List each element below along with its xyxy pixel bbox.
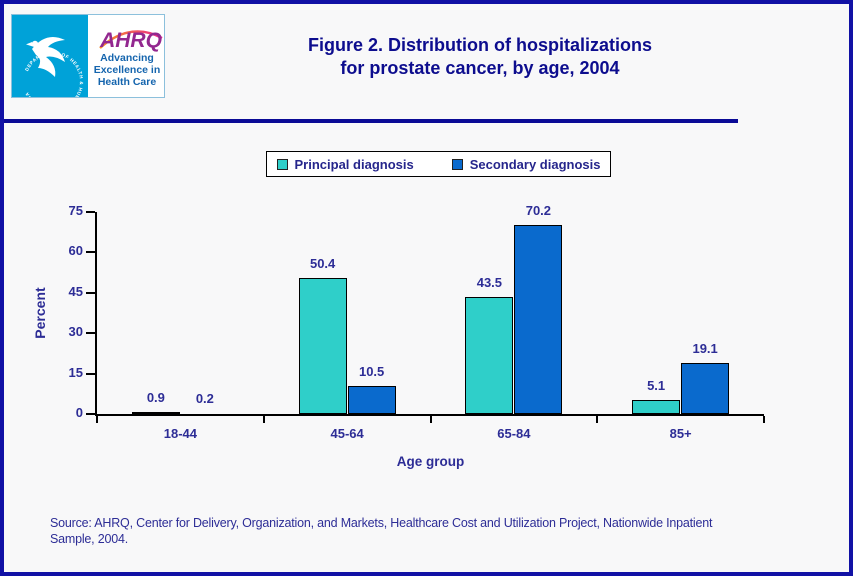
source-line-2: Sample, 2004. xyxy=(50,531,129,546)
hhs-eagle-icon xyxy=(26,37,65,77)
bar-principal-diagnosis xyxy=(632,400,681,414)
ahrq-wordmark: AHRQ xyxy=(99,29,162,52)
bar-value-label: 50.4 xyxy=(309,256,336,272)
ahrq-tagline: Advancing Excellence in Health Care xyxy=(94,52,161,88)
header-divider xyxy=(4,119,738,123)
x-tick-mark xyxy=(763,416,765,423)
y-tick-mark xyxy=(86,413,95,415)
legend-item-secondary: Secondary diagnosis xyxy=(451,156,601,172)
legend-label-principal-diagnosis: Principal diagnosis xyxy=(294,156,414,172)
bar-principal-diagnosis xyxy=(131,411,180,414)
y-tick-label: 75 xyxy=(68,203,83,218)
bar-principal-diagnosis xyxy=(298,278,347,414)
x-tick-mark xyxy=(96,416,98,423)
x-category-label: 18-44 xyxy=(163,426,197,441)
x-tick-mark xyxy=(262,416,265,423)
source-text: Source: AHRQ, Center for Delivery, Organ… xyxy=(50,516,800,547)
bar-value-label: 0.9 xyxy=(146,389,165,405)
figure-title: Figure 2. Distribution of hospitalizatio… xyxy=(240,34,720,80)
legend-swatch-principal-diagnosis xyxy=(276,158,288,170)
bar-secondary-diagnosis xyxy=(514,224,563,414)
y-tick-mark xyxy=(86,251,95,254)
tagline-line-1: Advancing xyxy=(100,52,154,64)
y-axis-title: Percent xyxy=(32,287,48,339)
y-tick-label: 30 xyxy=(68,324,83,340)
bar-secondary-diagnosis xyxy=(681,362,730,414)
ahrq-arc xyxy=(99,30,163,49)
tagline-line-3: Health Care xyxy=(98,76,157,88)
bar-value-label: 0.2 xyxy=(195,391,214,407)
y-tick-mark xyxy=(86,372,95,375)
bar-value-label: 70.2 xyxy=(525,202,552,218)
bar-secondary-diagnosis xyxy=(347,385,396,414)
figure-title-line-2: for prostate cancer, by age, 2004 xyxy=(340,58,620,79)
bar-value-label: 19.1 xyxy=(692,340,718,356)
legend-swatch-secondary-diagnosis xyxy=(451,158,463,170)
x-tick-mark xyxy=(429,416,432,423)
x-axis-title: Age group xyxy=(396,454,465,469)
hhs-ahrq-logo-graphic: DEPARTMENT OF HEALTH & HUMAN SERVICES • … xyxy=(12,15,164,113)
bar-value-label: 10.5 xyxy=(358,363,385,379)
plot-area: Percent Age group 0 15 30 45 60 75 18-44 0.9 0.2… xyxy=(32,203,765,469)
y-tick-label: 60 xyxy=(68,243,83,259)
y-tick-mark xyxy=(86,211,95,213)
chart-legend: Principal diagnosis Secondary diagnosis xyxy=(266,151,611,177)
bar-value-label: 43.5 xyxy=(476,274,503,290)
legend-label-secondary-diagnosis: Secondary diagnosis xyxy=(469,156,601,172)
x-category-label: 45-64 xyxy=(330,426,364,441)
tagline-line-2: Excellence in xyxy=(94,64,161,76)
figure-title-line-1: Figure 2. Distribution of hospitalizatio… xyxy=(307,35,652,55)
x-tick-mark xyxy=(596,416,599,423)
y-tick-mark xyxy=(86,291,95,294)
hhs-ahrq-logo: DEPARTMENT OF HEALTH & HUMAN SERVICES • … xyxy=(11,14,165,113)
y-tick-label: 15 xyxy=(68,364,83,380)
bar-principal-diagnosis xyxy=(465,296,514,414)
x-category-label: 85+ xyxy=(669,426,692,441)
x-category-label: 65-84 xyxy=(497,426,531,441)
bar-value-label: 5.1 xyxy=(647,378,666,394)
y-tick-label: 45 xyxy=(68,283,83,299)
y-tick-label: 0 xyxy=(75,405,83,420)
legend-item-principal: Principal diagnosis xyxy=(276,156,414,172)
source-line-1: Source: AHRQ, Center for Delivery, Organ… xyxy=(50,516,713,530)
y-tick-mark xyxy=(86,332,95,335)
